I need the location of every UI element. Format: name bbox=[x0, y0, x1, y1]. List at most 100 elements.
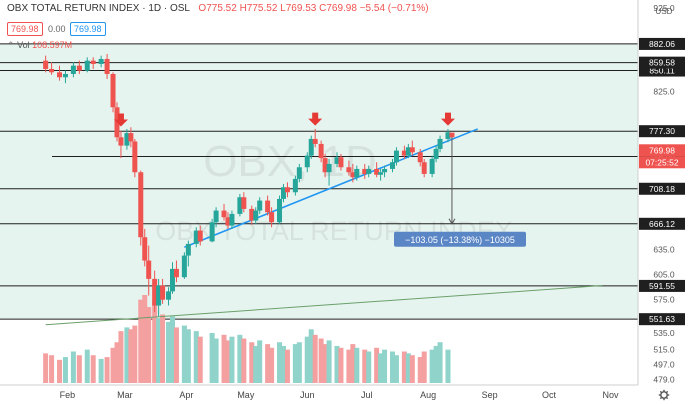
volume-bar bbox=[304, 336, 310, 383]
candle-body bbox=[401, 150, 407, 156]
price-range-measure[interactable]: −103.05 (−13.38%) −10305 bbox=[394, 137, 526, 247]
level-price-tag[interactable]: 708.18 bbox=[639, 182, 685, 195]
buy-button[interactable]: 769.98 bbox=[70, 22, 106, 36]
volume-bar bbox=[277, 342, 283, 383]
price-tick-label: 605.0 bbox=[653, 270, 675, 280]
volume-bar bbox=[378, 353, 384, 383]
candle-body bbox=[84, 60, 90, 71]
volume-bar bbox=[152, 301, 158, 383]
level-price-tag-box bbox=[639, 37, 685, 50]
gear-icon-tooth bbox=[666, 390, 669, 393]
level-price-tag[interactable]: 777.30 bbox=[639, 125, 685, 138]
support-trendline[interactable] bbox=[184, 128, 479, 248]
volume-bar bbox=[322, 344, 328, 383]
volume-bar bbox=[146, 307, 152, 383]
time-tick-label: Feb bbox=[60, 390, 76, 400]
time-tick-label: Sep bbox=[482, 390, 498, 400]
time-tick-label: Jul bbox=[361, 390, 373, 400]
candle-body bbox=[237, 197, 243, 214]
candle-body bbox=[249, 208, 255, 221]
candle-body bbox=[70, 65, 76, 74]
volume-bar bbox=[114, 342, 120, 383]
volume-bar bbox=[138, 299, 144, 383]
long-term-trendline[interactable] bbox=[45, 285, 603, 326]
price-tick-label: 925.0 bbox=[653, 3, 675, 13]
volume-bar bbox=[237, 334, 243, 383]
candle-body bbox=[269, 212, 275, 223]
last-price-tag[interactable]: 769.98 bbox=[639, 144, 685, 157]
candle-body bbox=[181, 255, 187, 278]
level-price-tag[interactable]: 859.58 bbox=[639, 56, 685, 69]
volume-bar bbox=[225, 340, 231, 383]
time-axis[interactable]: Feb Mar Apr May Jun Jul Aug Sep Oct Nov bbox=[0, 384, 690, 404]
level-price-tag-text: 850.11 bbox=[649, 66, 675, 76]
volume-bar bbox=[257, 340, 263, 383]
candle-body bbox=[318, 143, 324, 159]
ohlc-low: L769.53 bbox=[280, 3, 317, 14]
time-tick-label: Jun bbox=[300, 390, 315, 400]
candle-body bbox=[449, 132, 455, 138]
volume-bar bbox=[284, 349, 290, 383]
price-tick-label: 825.0 bbox=[653, 86, 675, 96]
volume-bar bbox=[221, 334, 227, 383]
down-arrow-icon[interactable] bbox=[308, 112, 323, 126]
level-price-tag[interactable]: 666.12 bbox=[639, 217, 685, 230]
time-tick-label: Apr bbox=[179, 390, 193, 400]
spread-value: 0.00 bbox=[48, 24, 66, 34]
annotation-arrows[interactable] bbox=[113, 112, 455, 127]
volume-bar bbox=[338, 347, 344, 383]
candle-body bbox=[76, 65, 82, 71]
candle-body bbox=[132, 141, 138, 173]
ohlc-open: O775.52 bbox=[198, 3, 237, 14]
volume-bar bbox=[160, 314, 166, 383]
volume-bar bbox=[354, 347, 360, 383]
volume-bar bbox=[142, 295, 148, 383]
volume-bar bbox=[366, 351, 372, 383]
volume-bar bbox=[185, 329, 191, 383]
candle-body bbox=[280, 187, 286, 199]
price-axis[interactable]: 479.0 497.0 515.0 535.0 551.63 575.0 591.55605… bbox=[637, 0, 685, 385]
volume-bar bbox=[76, 355, 82, 383]
sell-price: 769.98 bbox=[11, 24, 39, 34]
volume-bar bbox=[253, 345, 259, 383]
volume-bar bbox=[90, 355, 96, 383]
candle-body bbox=[354, 168, 360, 178]
sell-button[interactable]: 769.98 bbox=[7, 22, 43, 36]
gear-icon-tooth bbox=[659, 390, 662, 393]
down-arrow-icon[interactable] bbox=[113, 113, 128, 127]
level-price-tag-box bbox=[639, 56, 685, 69]
volume-bar bbox=[296, 342, 302, 383]
candle-body bbox=[389, 162, 395, 169]
trendlines[interactable] bbox=[45, 128, 603, 326]
volume-bar bbox=[118, 331, 124, 383]
candle-body bbox=[229, 213, 235, 226]
volume-bar bbox=[445, 349, 451, 383]
candle-body bbox=[146, 260, 152, 279]
level-price-tag[interactable]: 551.63 bbox=[639, 313, 685, 326]
level-price-tag-text: 859.58 bbox=[649, 58, 675, 68]
volume-bar bbox=[49, 355, 55, 383]
level-lines bbox=[0, 43, 638, 320]
buy-price: 769.98 bbox=[74, 24, 102, 34]
measure-label[interactable]: −103.05 (−13.38%) −10305 bbox=[394, 231, 526, 247]
volume-bar bbox=[350, 344, 356, 383]
level-price-tag[interactable]: 882.06 bbox=[639, 37, 685, 50]
candle-body bbox=[433, 148, 439, 159]
price-tick-label: 635.0 bbox=[653, 245, 675, 255]
candle-body bbox=[152, 278, 158, 306]
volume-bar bbox=[110, 347, 116, 383]
candle-body bbox=[110, 73, 116, 108]
down-arrow-icon[interactable] bbox=[440, 112, 455, 126]
collapse-chevron-icon[interactable]: ⌃ bbox=[7, 40, 15, 50]
level-price-tag-text: 882.06 bbox=[649, 39, 675, 49]
candle-body bbox=[225, 217, 231, 226]
volume-bar bbox=[437, 342, 443, 383]
measure-arrowhead bbox=[448, 218, 456, 225]
candle-body bbox=[296, 167, 302, 179]
level-price-tag[interactable]: 591.55 bbox=[639, 279, 685, 292]
candle-body bbox=[156, 285, 162, 306]
gear-icon[interactable] bbox=[658, 389, 670, 401]
candle-body bbox=[138, 172, 144, 238]
candle-body bbox=[326, 163, 332, 173]
